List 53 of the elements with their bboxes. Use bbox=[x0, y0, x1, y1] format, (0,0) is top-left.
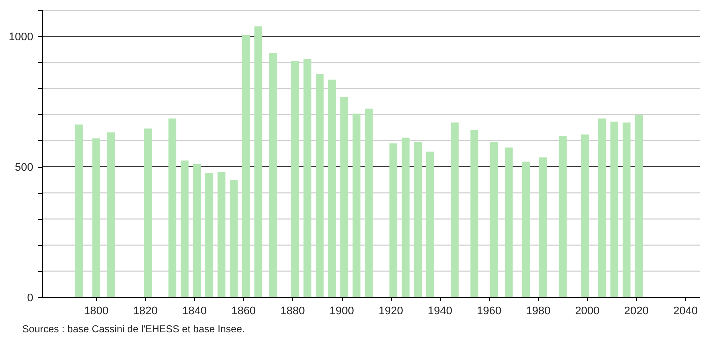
bar bbox=[144, 128, 152, 298]
bar bbox=[269, 54, 278, 298]
x-tick-label: 1960 bbox=[477, 306, 502, 318]
y-tick-label: 0 bbox=[27, 292, 34, 304]
bar bbox=[304, 59, 312, 298]
bar bbox=[365, 108, 373, 298]
bar bbox=[340, 97, 348, 298]
bar bbox=[328, 80, 336, 298]
x-tick-label: 2040 bbox=[674, 306, 698, 318]
x-tick-label: 1800 bbox=[84, 306, 109, 318]
source-note: Sources : base Cassini de l'EHESS et base Insee. bbox=[22, 324, 246, 336]
bar bbox=[402, 138, 410, 298]
bar bbox=[635, 115, 644, 298]
bar bbox=[168, 118, 177, 298]
bar bbox=[75, 124, 84, 298]
bar bbox=[505, 148, 513, 298]
x-tick-label: 1860 bbox=[232, 306, 256, 318]
bar bbox=[539, 158, 548, 298]
x-tick-label: 1920 bbox=[378, 306, 404, 318]
bar bbox=[316, 74, 324, 298]
x-tick-label: 1820 bbox=[133, 306, 158, 318]
bar bbox=[218, 172, 226, 298]
bar bbox=[414, 142, 422, 298]
bar bbox=[180, 160, 189, 298]
bar bbox=[291, 61, 300, 298]
x-tick-label: 2020 bbox=[624, 306, 649, 318]
bar bbox=[254, 26, 262, 298]
bar bbox=[470, 130, 479, 298]
bar bbox=[193, 164, 202, 298]
bar bbox=[390, 144, 398, 298]
bar bbox=[581, 134, 590, 298]
bar bbox=[622, 122, 631, 298]
bar bbox=[490, 142, 498, 298]
y-tick-label: 1000 bbox=[9, 32, 34, 44]
bar bbox=[206, 173, 214, 298]
bar bbox=[92, 138, 100, 298]
bar bbox=[426, 152, 434, 298]
bar bbox=[522, 162, 530, 298]
y-tick-label: 500 bbox=[15, 162, 34, 174]
bar bbox=[230, 180, 238, 298]
bar bbox=[598, 118, 606, 298]
x-tick-label: 1940 bbox=[428, 306, 452, 318]
bar bbox=[559, 136, 567, 298]
bar bbox=[451, 122, 459, 298]
bar bbox=[352, 114, 361, 298]
x-tick-label: 1840 bbox=[182, 306, 207, 318]
bar bbox=[107, 132, 116, 298]
x-tick-label: 1980 bbox=[526, 306, 551, 318]
x-tick-label: 1900 bbox=[330, 306, 354, 318]
bar bbox=[242, 35, 250, 298]
x-tick-label: 1880 bbox=[280, 306, 306, 318]
bar bbox=[610, 122, 618, 298]
x-tick-label: 2000 bbox=[575, 306, 600, 318]
